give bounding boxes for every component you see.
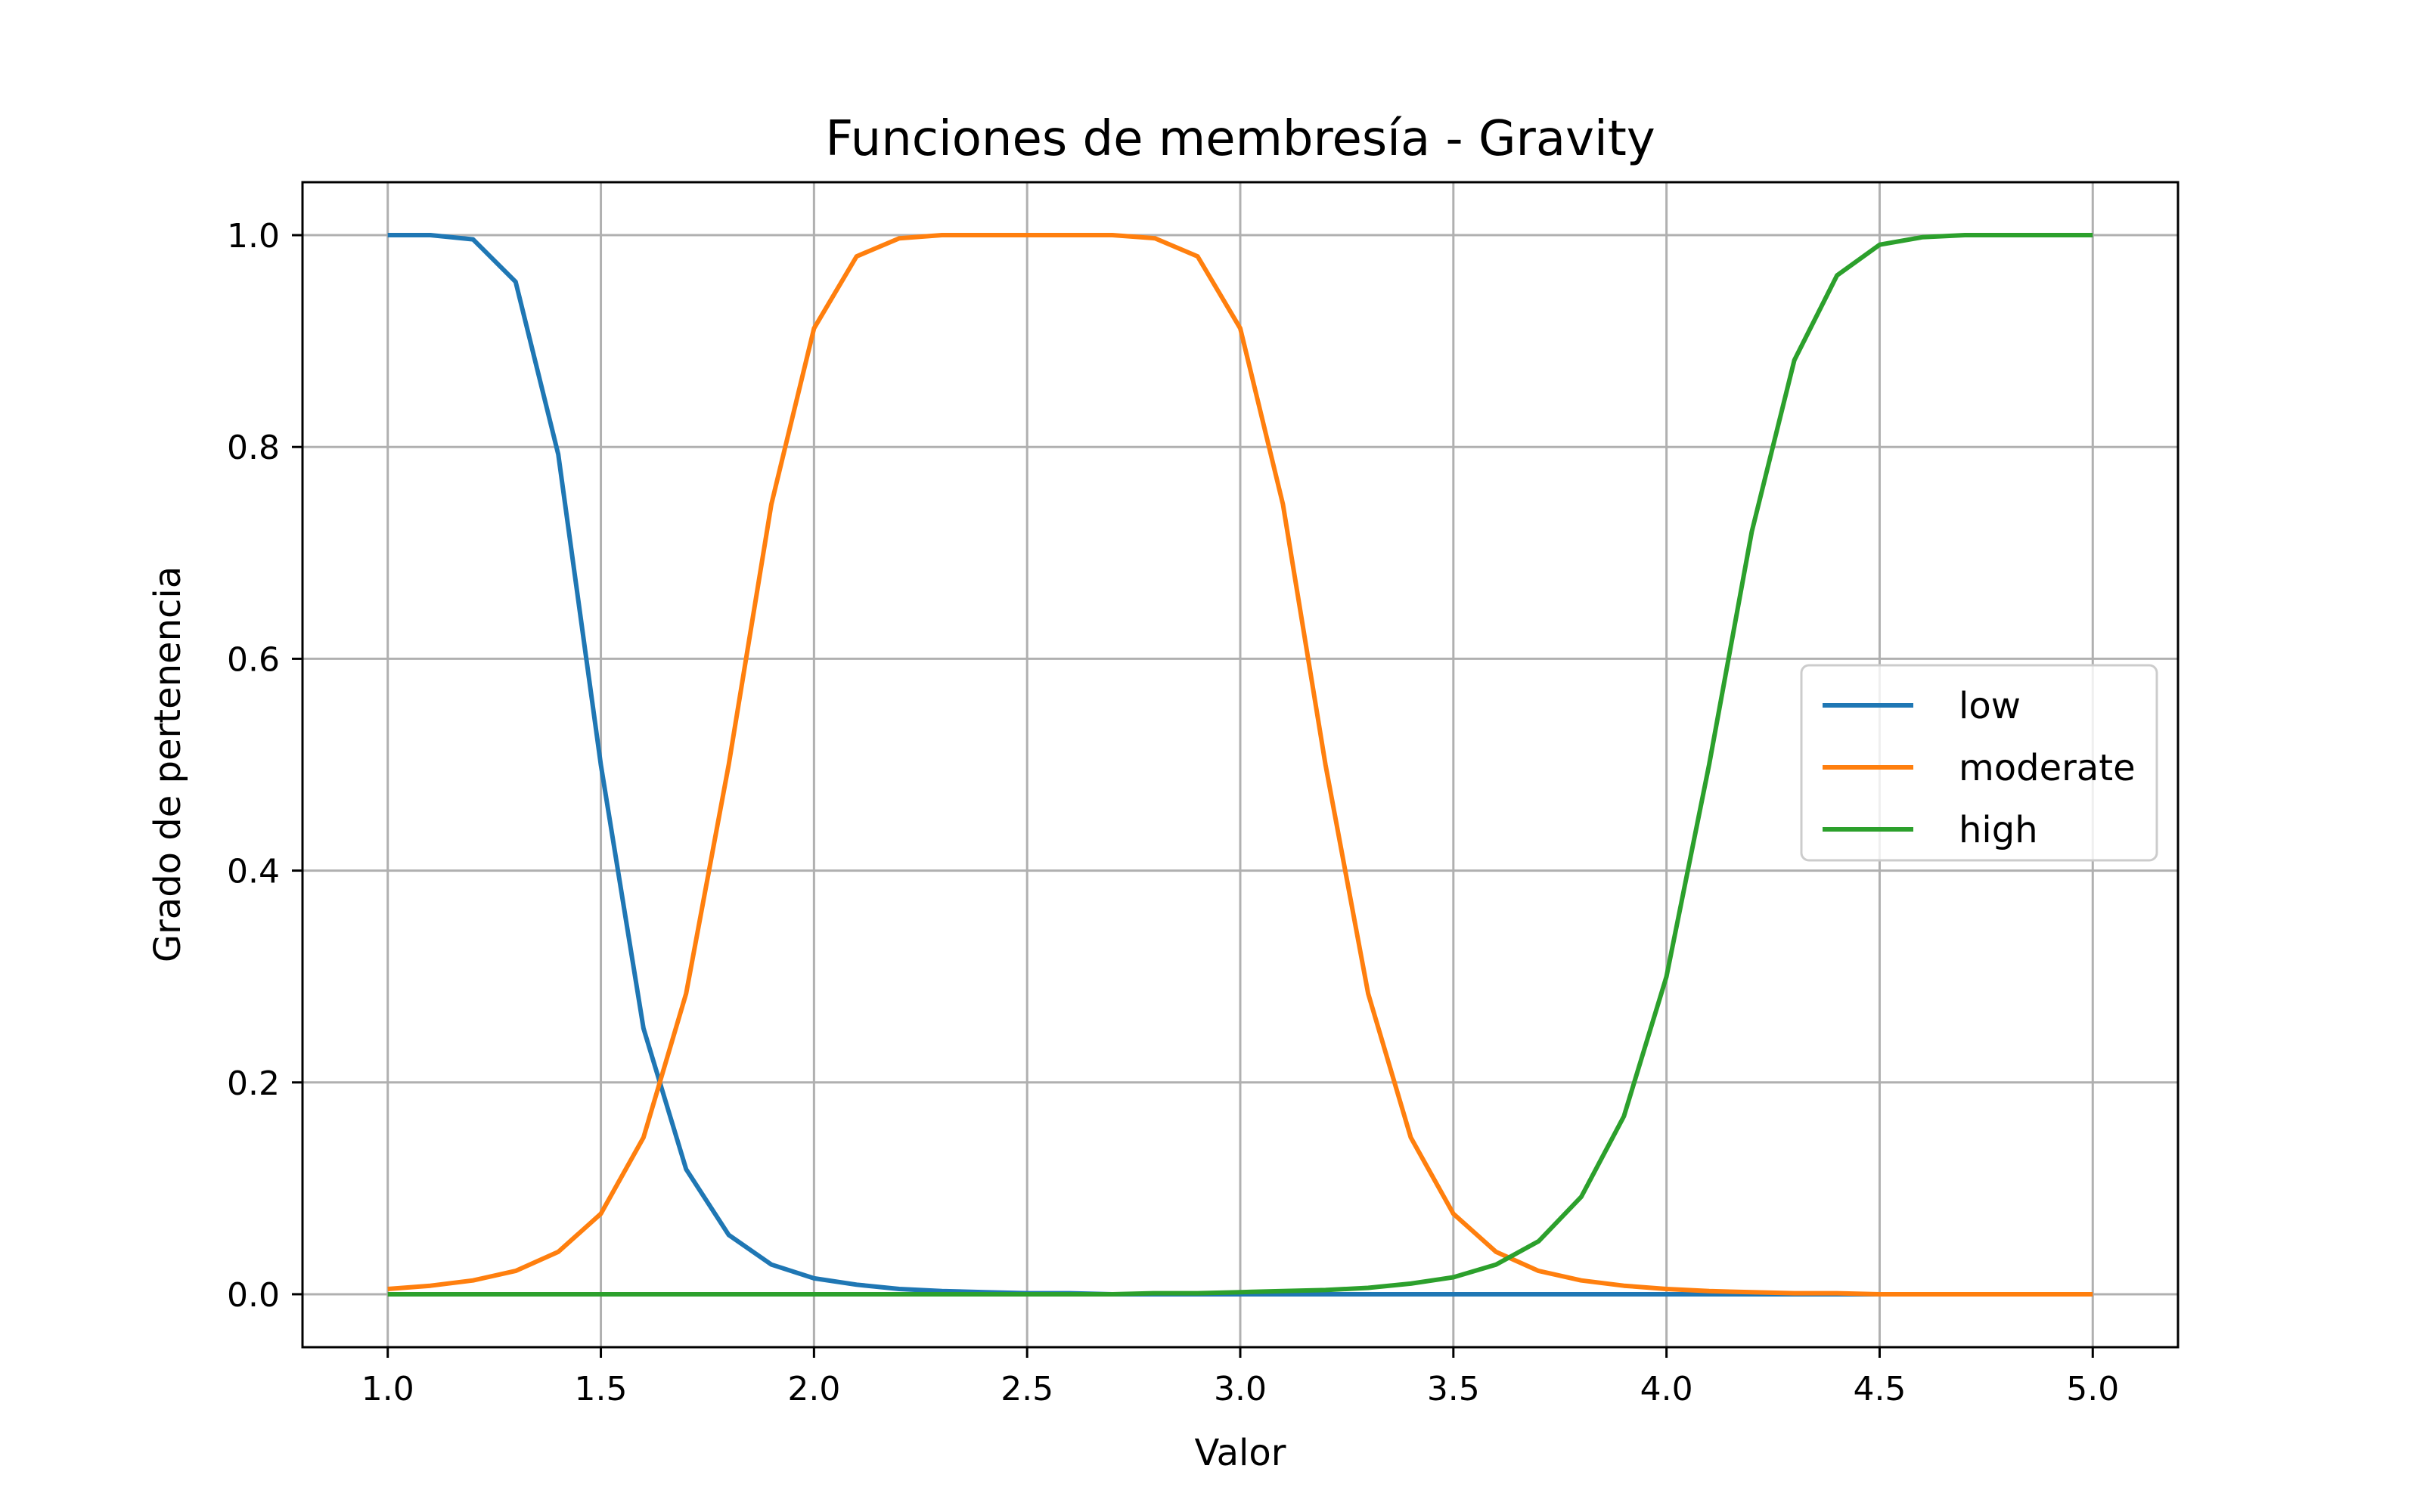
legend: low moderate high — [1800, 664, 2158, 862]
y-tick-label: 0.6 — [227, 640, 280, 679]
y-tick-label: 0.2 — [227, 1064, 280, 1103]
y-axis-label: Grado de pertenencia — [147, 566, 189, 962]
x-tick-label: 2.5 — [1001, 1370, 1053, 1408]
x-tick-label: 4.0 — [1640, 1370, 1693, 1408]
x-tick-label: 3.5 — [1427, 1370, 1480, 1408]
y-ticks: 0.0 0.2 0.4 0.6 0.8 1.0 — [227, 217, 302, 1315]
series-layer — [387, 233, 2093, 1297]
chart-title: Funciones de membresía - Gravity — [825, 111, 1655, 167]
legend-label-moderate: moderate — [1959, 747, 2136, 789]
y-tick-label: 0.0 — [227, 1276, 280, 1315]
x-ticks: 1.0 1.5 2.0 2.5 3.0 3.5 4.0 4.5 5.0 — [361, 1347, 2119, 1408]
x-tick-label: 2.0 — [787, 1370, 840, 1408]
legend-label-low: low — [1959, 685, 2021, 727]
x-axis-label: Valor — [1195, 1432, 1286, 1474]
series-line-moderate — [387, 233, 2093, 1297]
legend-box — [1800, 664, 2158, 862]
y-tick-label: 0.8 — [227, 429, 280, 467]
x-tick-label: 1.5 — [575, 1370, 628, 1408]
x-tick-label: 1.0 — [361, 1370, 414, 1408]
y-tick-label: 0.4 — [227, 853, 280, 891]
legend-label-high: high — [1959, 809, 2038, 851]
y-tick-label: 1.0 — [227, 217, 280, 256]
x-tick-label: 3.0 — [1214, 1370, 1267, 1408]
x-tick-label: 5.0 — [2066, 1370, 2119, 1408]
x-tick-label: 4.5 — [1853, 1370, 1906, 1408]
series-line-high — [387, 233, 2093, 1297]
